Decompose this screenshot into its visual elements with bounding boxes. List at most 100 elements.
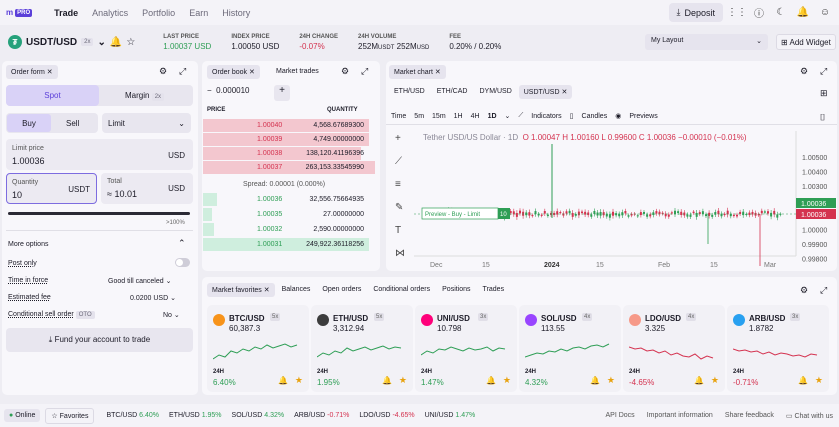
deposit-button[interactable]: ⤓ Deposit	[668, 3, 723, 22]
brush-icon[interactable]: ✎	[395, 202, 404, 213]
account-user-icon[interactable]: ☺	[819, 7, 831, 18]
chart-pair-tab[interactable]: ETH/USD	[394, 88, 425, 95]
settings-gear-icon[interactable]: ⚙	[159, 66, 168, 76]
status-ticker[interactable]: BTC/USD 6.40%	[106, 412, 159, 419]
crosshair-icon[interactable]: +	[395, 133, 401, 144]
total-field[interactable]: Total ≈ 10.01 USD	[101, 173, 193, 204]
indicators-button[interactable]: Indicators	[531, 112, 562, 120]
ask-row[interactable]: 1.00039 4,749.00000000	[203, 133, 378, 146]
sell-tab[interactable]: Sell	[66, 119, 80, 128]
estimated-fee-value[interactable]: 0.0200 USD ⌄	[130, 295, 176, 302]
interval-1h[interactable]: 1H	[453, 112, 463, 120]
pair-selector[interactable]: ₮ USDT/USD 2x ⌄ 🔔 ☆	[8, 35, 135, 49]
market-card[interactable]: LDO/USD 4x 3.325 24H -4.65% 🔔 ★	[623, 305, 725, 392]
bid-row[interactable]: 1.00032 2,590.00000000	[203, 223, 378, 236]
fund-account-button[interactable]: ⤓ Fund your account to trade	[6, 328, 193, 352]
status-ticker[interactable]: LDO/USD -4.65%	[359, 412, 415, 419]
amount-slider[interactable]	[8, 212, 190, 215]
trendline-icon[interactable]: ⟋	[395, 156, 402, 167]
limit-price-field[interactable]: Limit price 1.00036 USD	[6, 139, 193, 170]
star-icon[interactable]: ★	[814, 375, 823, 385]
pattern-icon[interactable]: ⋈	[395, 248, 405, 259]
bell-icon[interactable]: 🔔	[486, 376, 496, 385]
layout-selector[interactable]: My Layout ⌄	[645, 34, 768, 50]
star-icon[interactable]: ★	[398, 375, 407, 385]
time-in-force-select[interactable]: Good till canceled ⌄	[108, 278, 172, 285]
important-info-link[interactable]: Important information	[646, 411, 713, 419]
interval-5m[interactable]: 5m	[414, 112, 425, 120]
order-type-select[interactable]: Limit ⌄	[102, 113, 191, 133]
bell-icon[interactable]: 🔔	[382, 376, 392, 385]
expand-icon[interactable]: ⤢	[179, 66, 187, 76]
quantity-field[interactable]: Quantity 10 USDT	[6, 173, 97, 204]
indicators-icon[interactable]: ⟋	[518, 112, 524, 119]
bell-icon[interactable]: 🔔	[278, 376, 288, 385]
tab-order-book[interactable]: Order book ✕	[207, 65, 260, 79]
tab-conditional-orders[interactable]: Conditional orders	[373, 286, 431, 293]
bid-row[interactable]: 1.00036 32,556.75664935	[203, 193, 378, 206]
expand-icon[interactable]: ⤢	[361, 66, 369, 76]
interval-15m[interactable]: 15m	[432, 112, 446, 120]
text-icon[interactable]: T	[395, 225, 402, 236]
nav-history[interactable]: History	[222, 7, 251, 18]
online-status[interactable]: ● Online	[4, 409, 41, 422]
star-icon[interactable]: ★	[606, 375, 615, 385]
share-feedback-link[interactable]: Share feedback	[724, 411, 774, 419]
apps-grid-icon[interactable]: ⋮⋮	[727, 7, 747, 18]
tab-market-chart[interactable]: Market chart ✕	[389, 65, 446, 79]
add-widget-button[interactable]: ⊞ Add Widget	[776, 34, 836, 50]
tab-balances[interactable]: Balances	[281, 286, 311, 293]
buy-tab[interactable]: Buy	[7, 114, 51, 132]
bell-icon[interactable]: 🔔	[109, 36, 123, 48]
status-ticker[interactable]: ARB/USD -0.71%	[294, 412, 350, 419]
interval-4h[interactable]: 4H	[470, 112, 480, 120]
market-card[interactable]: ARB/USD 3x 1.8782 24H -0.71% 🔔 ★	[727, 305, 829, 392]
bell-icon[interactable]: 🔔	[694, 376, 704, 385]
market-card[interactable]: SOL/USD 4x 113.55 24H 4.32% 🔔 ★	[519, 305, 621, 392]
tab-open-orders[interactable]: Open orders	[322, 286, 362, 293]
candles-icon[interactable]: ▯	[569, 113, 574, 120]
settings-gear-icon[interactable]: ⚙	[341, 66, 350, 76]
market-card[interactable]: ETH/USD 5x 3,312.94 24H 1.95% 🔔 ★	[311, 305, 413, 392]
chart-pair-tab[interactable]: ETH/CAD	[436, 88, 468, 95]
previews-button[interactable]: Previews	[629, 112, 658, 120]
interval-1d[interactable]: 1D	[487, 112, 497, 120]
expand-icon[interactable]: ⤢	[820, 66, 828, 76]
post-only-toggle[interactable]	[175, 258, 190, 267]
status-ticker[interactable]: UNI/USD 1.47%	[424, 412, 476, 419]
nav-earn[interactable]: Earn	[189, 7, 209, 18]
tab-market-favorites[interactable]: Market favorites ✕	[207, 283, 275, 297]
bid-row[interactable]: 1.00031 249,922.36118256	[203, 238, 378, 251]
favorites-button[interactable]: ☆ Favorites	[45, 407, 95, 424]
star-icon[interactable]: ☆	[126, 36, 136, 48]
chart-pair-tab[interactable]: DYM/USD	[479, 88, 512, 95]
market-card[interactable]: UNI/USD 3x 10.798 24H 1.47% 🔔 ★	[415, 305, 517, 392]
tick-increase-button[interactable]: +	[274, 85, 290, 101]
price-chart[interactable]: 1.005001.004001.003001.002001.001001.000…	[414, 126, 837, 271]
chevron-up-icon[interactable]: ⌃	[178, 238, 186, 248]
spot-tab[interactable]: Spot	[6, 85, 99, 106]
layout-grid-icon[interactable]: ⊞	[820, 88, 828, 98]
tab-market-trades[interactable]: Market trades	[276, 68, 319, 75]
ask-row[interactable]: 1.00037 263,153.33545990	[203, 161, 378, 174]
bid-row[interactable]: 1.00035 27.00000000	[203, 208, 378, 221]
nav-trade[interactable]: Trade	[54, 7, 79, 18]
settings-gear-icon[interactable]: ⚙	[800, 285, 809, 295]
market-card[interactable]: BTC/USD 5x 60,387.3 24H 6.40% 🔔 ★	[207, 305, 309, 392]
bell-icon[interactable]: 🔔	[798, 376, 808, 385]
star-icon[interactable]: ★	[710, 375, 719, 385]
camera-icon[interactable]: ⌷	[820, 112, 826, 122]
settings-gear-icon[interactable]: ⚙	[800, 66, 809, 76]
notifications-bell-icon[interactable]: 🔔	[796, 7, 810, 18]
ask-row[interactable]: 1.00040 4,568.67689300	[203, 119, 378, 132]
chart-pair-tab[interactable]: USDT/USD ✕	[518, 85, 573, 99]
margin-tab[interactable]: Margin 2x	[125, 91, 165, 101]
ask-row[interactable]: 1.00038 138,120.41196396	[203, 147, 378, 160]
chevron-down-icon[interactable]: ⌄	[504, 113, 511, 120]
candles-button[interactable]: Candles	[581, 112, 608, 120]
tab-order-form[interactable]: Order form ✕	[6, 65, 58, 79]
more-options-toggle[interactable]: More options	[8, 241, 49, 248]
star-icon[interactable]: ★	[502, 375, 511, 385]
theme-moon-icon[interactable]: ☾	[776, 7, 786, 18]
star-icon[interactable]: ★	[294, 375, 303, 385]
